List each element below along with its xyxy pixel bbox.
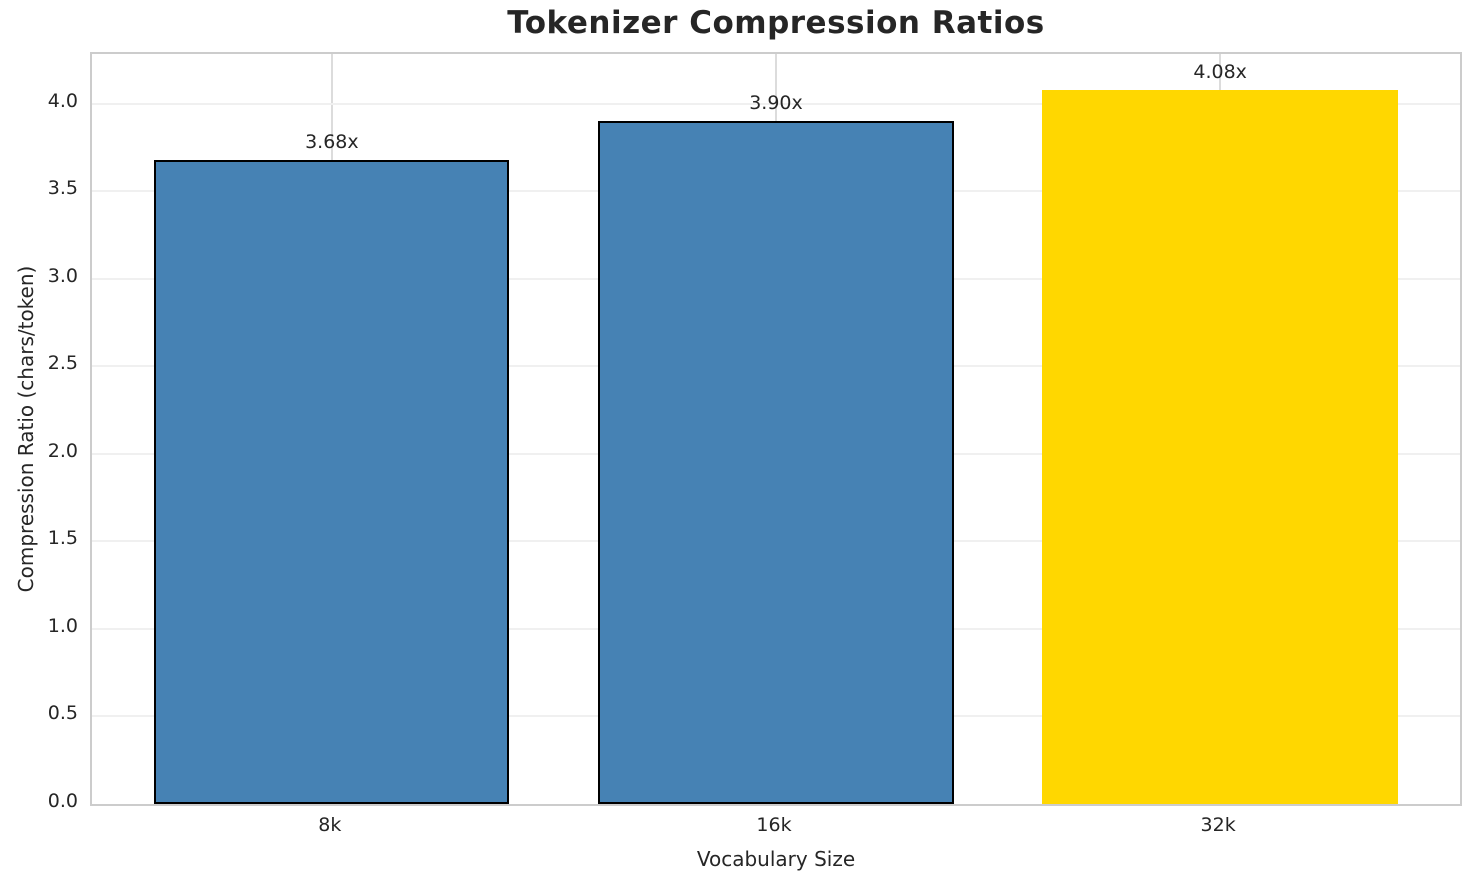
y-tick-label: 0.5 xyxy=(47,702,78,725)
bar-value-label: 3.90x xyxy=(749,92,803,115)
x-tick-label: 32k xyxy=(1200,814,1236,836)
bar xyxy=(1042,89,1398,804)
y-tick-label: 2.5 xyxy=(47,352,78,375)
y-tick-label: 1.0 xyxy=(47,614,78,637)
x-tick-label: 8k xyxy=(318,814,342,836)
bar xyxy=(598,121,954,804)
bar-value-label: 3.68x xyxy=(305,130,359,153)
bar-value-label: 4.08x xyxy=(1193,60,1247,83)
plot-area: 3.68x 3.90x 4.08x xyxy=(90,52,1462,806)
y-tick-label: 1.5 xyxy=(47,527,78,550)
chart-title: Tokenizer Compression Ratios xyxy=(507,5,1045,41)
y-tick-label: 0.0 xyxy=(47,790,78,812)
x-axis-ticks: 8k 16k 32k xyxy=(90,814,1462,844)
y-tick-label: 3.5 xyxy=(47,177,78,200)
x-tick-label: 16k xyxy=(756,814,792,836)
y-tick-label: 2.0 xyxy=(47,439,78,462)
y-axis-label: Compression Ratio (chars/token) xyxy=(14,265,38,593)
y-tick-label: 4.0 xyxy=(47,89,78,112)
x-axis-label: Vocabulary Size xyxy=(696,847,856,871)
y-axis-ticks: 0.0 0.5 1.0 1.5 2.0 2.5 3.0 3.5 4.0 xyxy=(0,52,78,812)
y-tick-label: 3.0 xyxy=(47,264,78,287)
bar xyxy=(154,159,510,804)
